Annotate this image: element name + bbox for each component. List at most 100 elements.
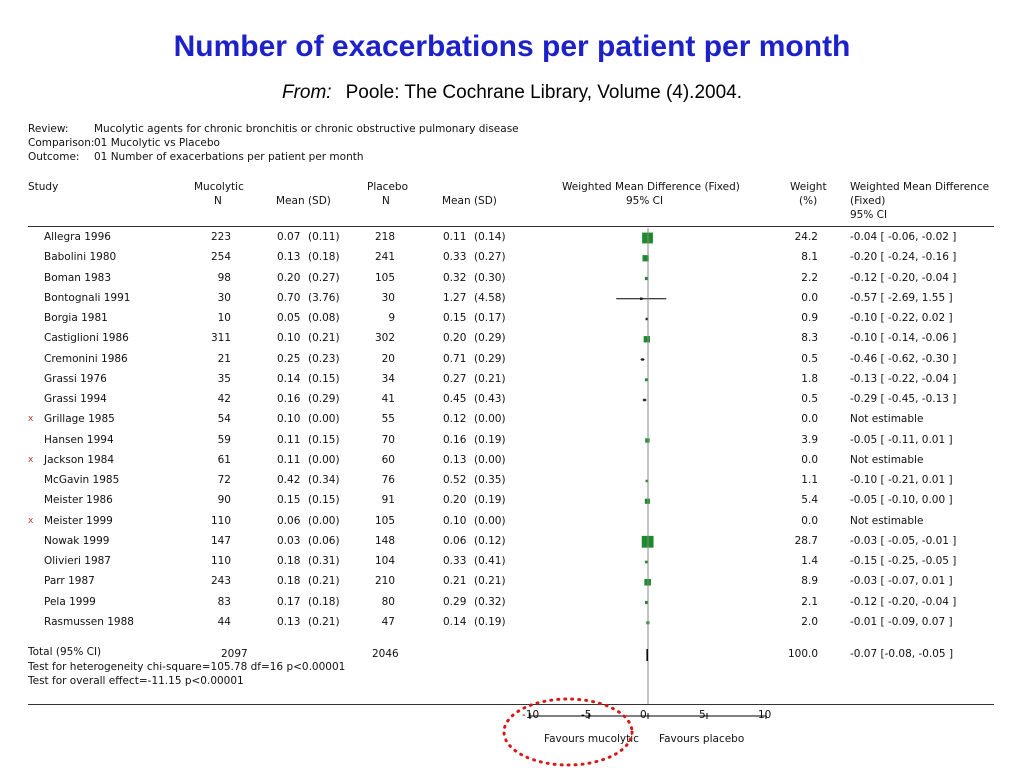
placebo-mean: 0.33 — [443, 555, 467, 567]
study-weight: 8.3 — [801, 332, 818, 345]
mucolytic-n: 61 — [217, 453, 231, 466]
header-divider — [28, 226, 994, 227]
study-name: Nowak 1999 — [44, 534, 110, 547]
mucolytic-n: 35 — [217, 372, 231, 385]
study-name: Castiglioni 1986 — [44, 332, 129, 345]
mucolytic-mean: 0.25 — [277, 352, 301, 365]
mucolytic-mean: 0.05 — [277, 312, 301, 324]
placebo-mean: 0.14 — [443, 615, 467, 628]
mucolytic-mean: 0.17 — [277, 595, 301, 608]
header-wmd: Weighted Mean Difference (Fixed) — [562, 181, 740, 193]
mucolytic-sd: (0.00) — [308, 514, 340, 527]
study-ci-text: -0.03 [ -0.07, 0.01 ] — [850, 575, 953, 588]
study-weight: 0.9 — [801, 312, 818, 324]
placebo-n: 241 — [374, 251, 395, 264]
study-name: Borgia 1981 — [44, 312, 108, 324]
placebo-n: 60 — [381, 453, 395, 466]
study-name: Jackson 1984 — [44, 453, 114, 466]
study-name: Babolini 1980 — [44, 251, 117, 264]
effect-marker — [644, 498, 650, 504]
study-name: Grassi 1994 — [44, 393, 107, 405]
study-weight: 8.9 — [801, 575, 818, 588]
axis-tick-label: 10 — [758, 709, 772, 721]
study-weight: 0.5 — [801, 393, 818, 405]
mucolytic-sd: (0.29) — [308, 393, 340, 405]
axis-tick-label: -10 — [522, 709, 540, 721]
placebo-n: 91 — [381, 494, 395, 507]
axis-tick-label: -5 — [581, 709, 592, 721]
placebo-sd: (0.41) — [474, 555, 506, 567]
study-weight: 2.2 — [801, 271, 818, 284]
mucolytic-mean: 0.06 — [277, 514, 301, 527]
mucolytic-n: 72 — [217, 474, 231, 486]
mucolytic-mean: 0.10 — [277, 413, 301, 426]
effect-marker — [641, 358, 644, 361]
mucolytic-n: 254 — [210, 251, 231, 264]
header-mean-sd-1: Mean (SD) — [276, 195, 331, 207]
header-mean-sd-2: Mean (SD) — [442, 195, 497, 207]
total-ci: -0.07 [-0.08, -0.05 ] — [850, 648, 954, 660]
effect-marker — [645, 438, 650, 443]
mucolytic-mean: 0.03 — [277, 534, 301, 547]
study-ci-text: -0.29 [ -0.45, -0.13 ] — [850, 393, 957, 405]
study-name: Pela 1999 — [44, 595, 96, 608]
mucolytic-n: 223 — [210, 231, 231, 243]
header-placebo: Placebo — [367, 181, 409, 193]
source-text: Poole: The Cochrane Library, Volume (4).… — [345, 82, 743, 103]
favours-mucolytic-label: Favours mucolytic — [544, 733, 639, 745]
mucolytic-n: 30 — [217, 291, 231, 304]
mucolytic-mean: 0.70 — [277, 291, 301, 304]
total-n1: 2097 — [221, 648, 248, 660]
study-weight: 0.0 — [801, 291, 818, 304]
placebo-n: 104 — [374, 555, 395, 567]
header-wmd-ci: 95% CI — [626, 195, 664, 207]
mucolytic-mean: 0.10 — [277, 332, 301, 345]
placebo-mean: 0.52 — [443, 474, 467, 486]
mucolytic-mean: 0.11 — [277, 433, 301, 446]
highlight-circle — [502, 697, 634, 767]
placebo-sd: (0.29) — [474, 332, 506, 345]
mucolytic-mean: 0.14 — [277, 372, 301, 385]
mucolytic-sd: (0.00) — [308, 413, 340, 426]
placebo-sd: (0.14) — [474, 231, 506, 243]
study-name: Hansen 1994 — [44, 433, 114, 446]
header-weight: Weight — [790, 181, 827, 193]
study-name: Grassi 1976 — [44, 372, 107, 385]
study-ci-text: -0.15 [ -0.25, -0.05 ] — [850, 555, 957, 567]
study-name: McGavin 1985 — [44, 474, 120, 486]
study-ci-text: -0.10 [ -0.14, -0.06 ] — [850, 332, 957, 345]
mucolytic-mean: 0.15 — [277, 494, 301, 507]
placebo-n: 218 — [374, 231, 395, 243]
study-weight: 1.1 — [801, 474, 818, 486]
mucolytic-sd: (0.15) — [308, 494, 340, 507]
study-name: Meister 1986 — [44, 494, 113, 507]
study-name: Allegra 1996 — [44, 231, 111, 243]
mucolytic-n: 110 — [210, 555, 231, 567]
mucolytic-mean: 0.11 — [277, 453, 301, 466]
review-label: Review: — [28, 123, 69, 135]
placebo-mean: 0.06 — [443, 534, 467, 547]
placebo-mean: 0.32 — [443, 271, 467, 284]
placebo-sd: (0.00) — [474, 413, 506, 426]
header-weight-unit: (%) — [799, 195, 818, 207]
study-ci-text: -0.01 [ -0.09, 0.07 ] — [850, 615, 953, 628]
study-name: Rasmussen 1988 — [44, 615, 134, 628]
effect-marker — [643, 336, 650, 343]
source-prefix: From: — [281, 82, 332, 103]
placebo-n: 210 — [374, 575, 395, 588]
exclusion-flag: x — [28, 515, 34, 526]
placebo-n: 70 — [381, 433, 395, 446]
mucolytic-mean: 0.13 — [277, 615, 301, 628]
study-weight: 0.0 — [801, 514, 818, 527]
mucolytic-sd: (0.15) — [308, 433, 340, 446]
mucolytic-n: 44 — [217, 615, 231, 628]
placebo-mean: 0.13 — [443, 453, 467, 466]
favours-placebo-label: Favours placebo — [659, 733, 745, 745]
mucolytic-sd: (3.76) — [308, 291, 340, 304]
mucolytic-sd: (0.34) — [308, 474, 340, 486]
mucolytic-mean: 0.16 — [277, 393, 301, 405]
placebo-n: 105 — [374, 514, 395, 527]
study-ci-text: -0.46 [ -0.62, -0.30 ] — [850, 352, 957, 365]
placebo-sd: (0.43) — [474, 393, 506, 405]
